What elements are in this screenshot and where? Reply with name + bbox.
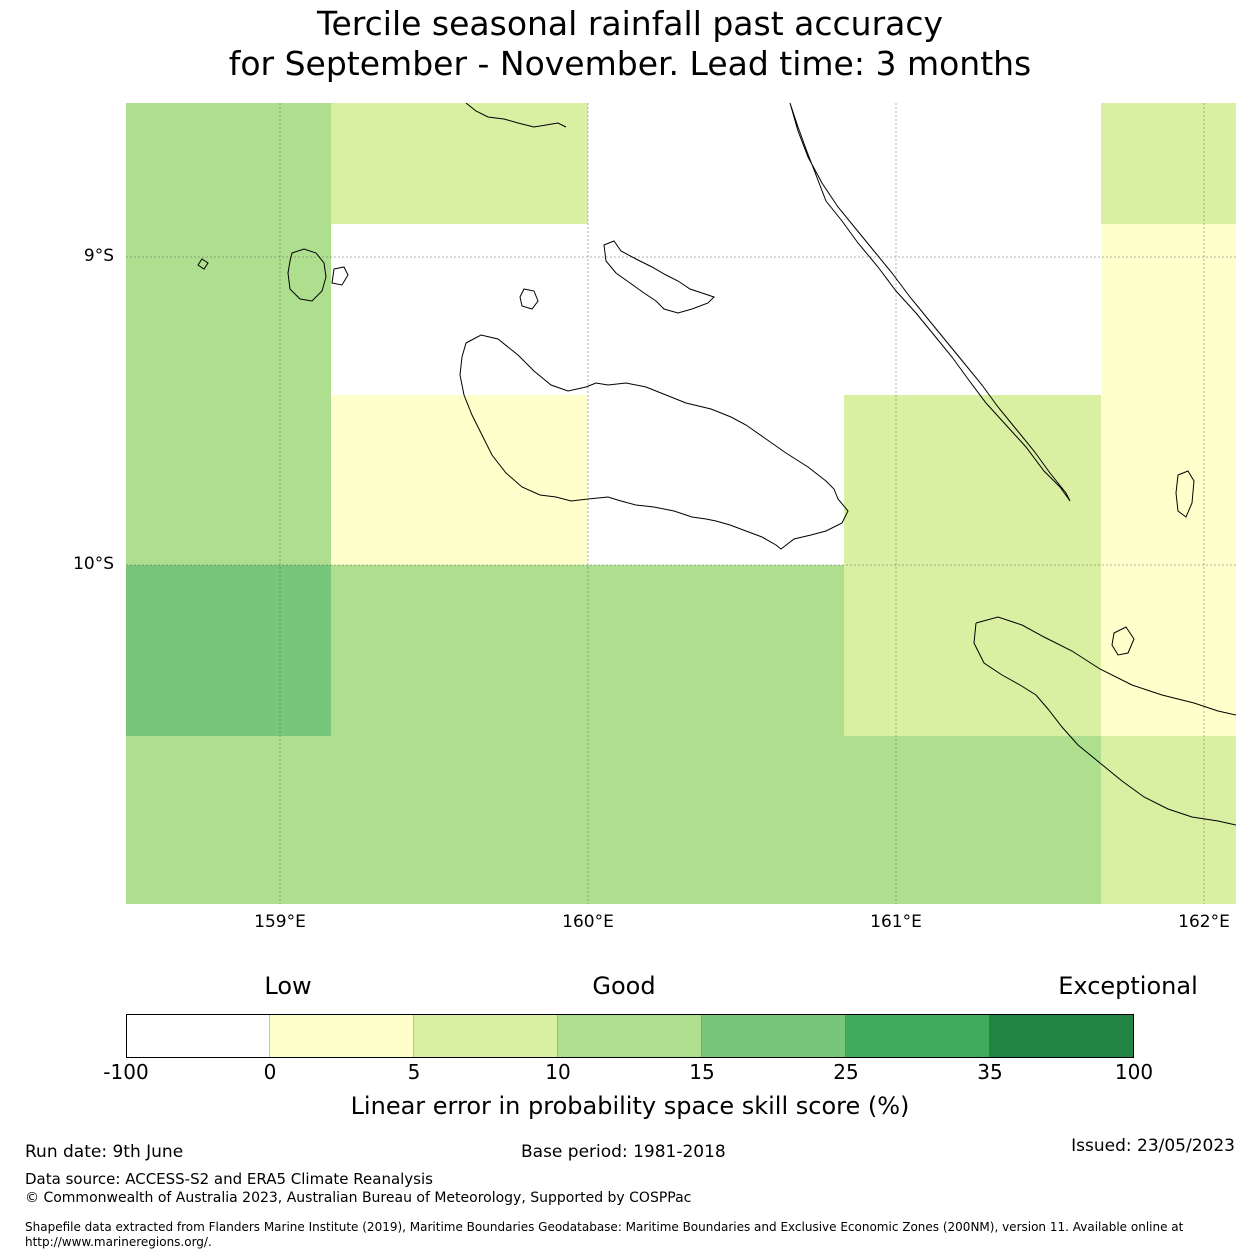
skill-cell: [588, 480, 716, 565]
coastline-guadalcanal: [459, 334, 849, 550]
skill-cell: [126, 395, 331, 480]
base-period: Base period: 1981-2018: [521, 1142, 726, 1162]
skill-cell: [1101, 736, 1236, 904]
colorbar-tick-2: 5: [407, 1060, 421, 1084]
skill-cell: [844, 480, 972, 565]
chart-title: Tercile seasonal rainfall past accuracy …: [0, 4, 1260, 84]
skill-cell: [126, 736, 331, 904]
shapefile-credit-line-1: Shapefile data extracted from Flanders M…: [25, 1220, 1184, 1234]
skill-cell: [460, 736, 588, 904]
skill-cell: [460, 395, 588, 480]
colorbar-word-low: Low: [264, 972, 312, 1000]
colorbar-segment: [126, 1014, 270, 1058]
coastline-russell-islands: [287, 248, 327, 302]
skill-cell: [844, 736, 972, 904]
lon-label-159e: 159°E: [254, 912, 306, 932]
skill-cell: [460, 103, 588, 224]
coastline-isabel-north: [465, 103, 567, 128]
skill-cell: [716, 565, 844, 736]
skill-cell: [1101, 480, 1236, 565]
skill-cell: [972, 565, 1101, 736]
skill-cell: [126, 224, 331, 395]
skill-cell: [972, 103, 1101, 224]
coastline-makira: [973, 616, 1236, 826]
coastline-small-islet-1: [1111, 626, 1135, 656]
colorbar-segment: [558, 1014, 702, 1058]
skill-cell: [716, 224, 844, 395]
skill-cell: [716, 395, 844, 480]
skill-cell: [588, 395, 716, 480]
skill-cell: [588, 224, 716, 395]
colorbar-frame: [126, 1014, 1134, 1058]
skill-cell: [716, 480, 844, 565]
colorbar-tick-6: 35: [977, 1060, 1003, 1084]
colorbar-segment: [414, 1014, 558, 1058]
skill-cell: [844, 103, 972, 224]
skill-cell: [716, 736, 844, 904]
skill-cell: [126, 480, 331, 565]
coastline-small-islet-2: [197, 258, 209, 270]
skill-cell: [972, 224, 1101, 395]
lat-label-9s: 9°S: [83, 246, 114, 266]
colorbar-tick-0: -100: [103, 1060, 149, 1084]
colorbar-segment: [270, 1014, 414, 1058]
skill-cell: [331, 480, 460, 565]
lat-label-10s: 10°S: [73, 554, 114, 574]
colorbar-tick-7: 100: [1114, 1060, 1154, 1084]
skill-cell: [331, 565, 460, 736]
lon-label-161e: 161°E: [870, 912, 922, 932]
skill-cell: [460, 565, 588, 736]
colorbar-word-exceptional: Exceptional: [1058, 972, 1198, 1000]
shapefile-credit: Shapefile data extracted from Flanders M…: [25, 1220, 1240, 1250]
skill-cell: [331, 103, 460, 224]
colorbar-tick-1: 0: [263, 1060, 277, 1084]
skill-cell: [460, 480, 588, 565]
skill-cell: [331, 736, 460, 904]
skill-cell: [1101, 395, 1236, 480]
colorbar-label: Linear error in probability space skill …: [350, 1092, 910, 1120]
coastline-russell-east: [331, 266, 349, 286]
skill-cell: [972, 395, 1101, 480]
coastline-savo-island: [519, 288, 539, 310]
title-line-1: Tercile seasonal rainfall past accuracy: [316, 4, 944, 43]
skill-cell: [1101, 565, 1236, 736]
lon-label-162e: 162°E: [1178, 912, 1230, 932]
skill-cell: [126, 103, 331, 224]
skill-cell: [331, 395, 460, 480]
coastline-ulawa: [1175, 470, 1195, 518]
skill-cell: [716, 103, 844, 224]
colorbar-tick-4: 15: [689, 1060, 715, 1084]
skill-cell: [972, 480, 1101, 565]
issued-date: Issued: 23/05/2023: [1071, 1136, 1235, 1156]
skill-cell: [844, 565, 972, 736]
skill-cell: [588, 736, 716, 904]
colorbar-tick-3: 10: [545, 1060, 571, 1084]
skill-cell: [588, 103, 716, 224]
coastline-malaita: [789, 103, 1071, 502]
lon-label-160e: 160°E: [562, 912, 614, 932]
shapefile-credit-line-2: http://www.marineregions.org/.: [25, 1235, 212, 1249]
skill-cell: [126, 565, 331, 736]
copyright: © Commonwealth of Australia 2023, Austra…: [25, 1190, 692, 1206]
colorbar-word-good: Good: [592, 972, 656, 1000]
coastline-florida-islands: [603, 240, 715, 314]
colorbar-segment: [846, 1014, 990, 1058]
skill-map: [126, 103, 1236, 904]
colorbar-tick-5: 25: [833, 1060, 859, 1084]
skill-grid: [126, 103, 1236, 904]
skill-cell: [844, 395, 972, 480]
run-date: Run date: 9th June: [25, 1142, 184, 1162]
colorbar-segment: [990, 1014, 1134, 1058]
gridlines: [126, 103, 1236, 904]
skill-cell: [588, 565, 716, 736]
title-line-2: for September - November. Lead time: 3 m…: [228, 44, 1032, 83]
data-source: Data source: ACCESS-S2 and ERA5 Climate …: [25, 1170, 433, 1188]
skill-cell: [1101, 224, 1236, 395]
coastlines: [197, 103, 1236, 826]
skill-cell: [331, 224, 460, 395]
skill-cell: [1101, 103, 1236, 224]
skill-cell: [972, 736, 1101, 904]
colorbar-segment: [702, 1014, 846, 1058]
skill-cell: [460, 224, 588, 395]
